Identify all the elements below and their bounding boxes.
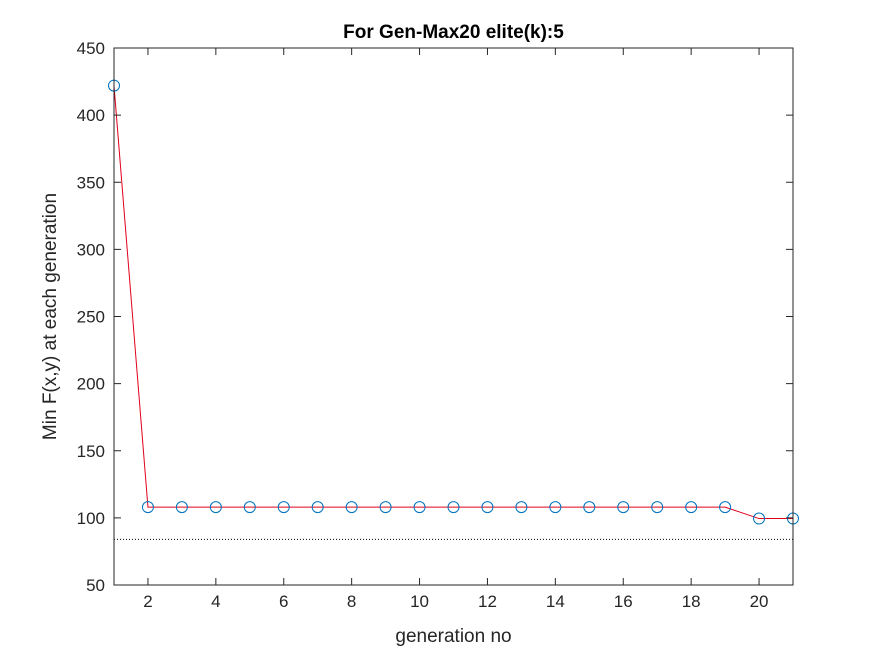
- data-point: [651, 501, 664, 514]
- y-tick-label: 450: [77, 39, 105, 58]
- data-point: [277, 501, 290, 514]
- data-point: [583, 501, 596, 514]
- data-point: [243, 501, 256, 514]
- data-point: [685, 501, 698, 514]
- series-layer: [113, 85, 793, 520]
- x-tick-label: 20: [750, 592, 769, 611]
- x-tick-label: 8: [347, 592, 356, 611]
- data-point: [209, 501, 222, 514]
- data-point: [719, 501, 732, 514]
- y-tick-label: 100: [77, 509, 105, 528]
- data-point: [345, 501, 358, 514]
- y-tick-label: 200: [77, 375, 105, 394]
- y-tick-label: 300: [77, 240, 105, 259]
- data-point: [447, 501, 460, 514]
- data-point: [311, 501, 324, 514]
- y-tick-label: 400: [77, 106, 105, 125]
- x-tick-label: 12: [478, 592, 497, 611]
- x-tick-label: 4: [211, 592, 220, 611]
- x-tick-label: 14: [546, 592, 565, 611]
- x-tick-label: 10: [410, 592, 429, 611]
- x-tick-label: 16: [614, 592, 633, 611]
- x-ticks: 2 4 6 8 10 12 14 16 18 20: [143, 48, 769, 611]
- data-point: [617, 501, 630, 514]
- y-tick-label: 50: [86, 576, 105, 595]
- y-ticks: 50 100 150 200 250 300 350 400 450: [77, 39, 793, 595]
- x-tick-label: 2: [143, 592, 152, 611]
- x-tick-label: 6: [279, 592, 288, 611]
- data-point: [175, 501, 188, 514]
- x-tick-label: 18: [682, 592, 701, 611]
- series-line: [113, 85, 793, 520]
- chart-title: For Gen-Max20 elite(k):5: [343, 22, 564, 43]
- y-tick-label: 150: [77, 442, 105, 461]
- axes-background: [114, 48, 793, 585]
- data-point: [753, 512, 766, 525]
- data-point: [413, 501, 426, 514]
- data-point: [549, 501, 562, 514]
- data-point: [481, 501, 494, 514]
- y-axis-label: Min F(x,y) at each generation: [40, 193, 61, 440]
- data-point: [379, 501, 392, 514]
- x-axis-label: generation no: [395, 626, 511, 647]
- data-point: [141, 501, 154, 514]
- y-tick-label: 350: [77, 173, 105, 192]
- y-tick-label: 250: [77, 308, 105, 327]
- data-point: [515, 501, 528, 514]
